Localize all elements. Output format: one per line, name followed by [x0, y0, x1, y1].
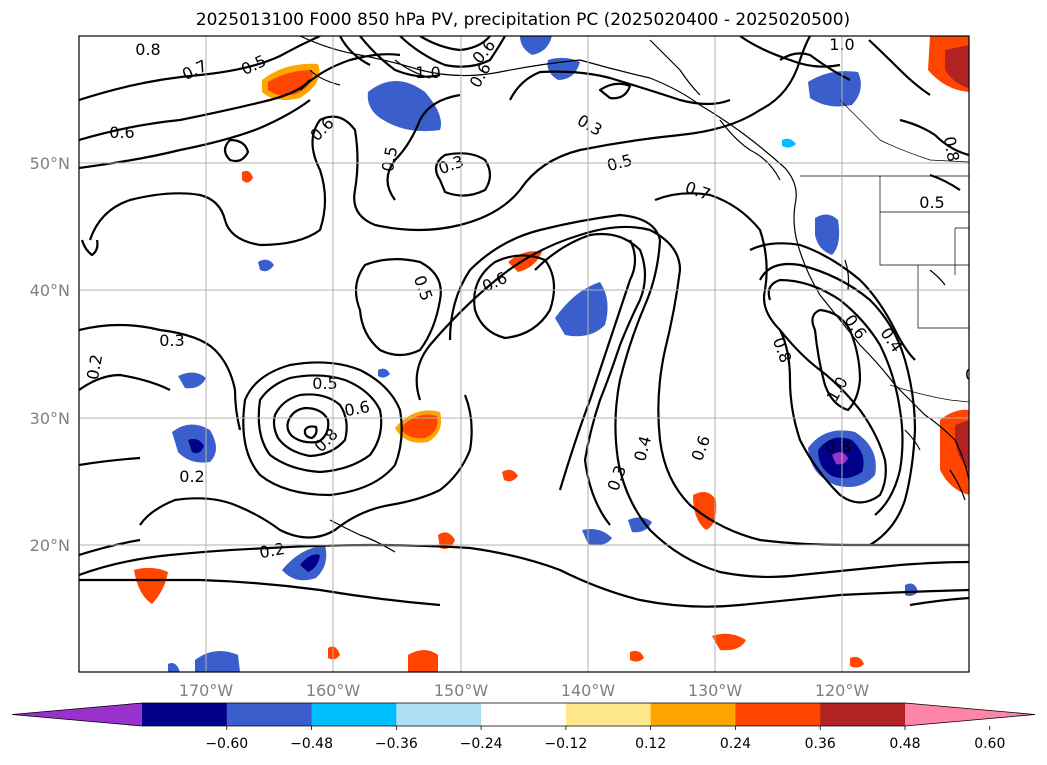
lon-label: 120°W — [815, 681, 870, 700]
colorbar-tick-label: −0.12 — [544, 736, 587, 752]
colorbar-segment — [820, 703, 906, 726]
pv-contours — [79, 36, 969, 608]
coastlines — [299, 36, 969, 553]
latitude-labels: 50°N 40°N 30°N 20°N — [30, 154, 70, 555]
colorbar-segment — [565, 703, 652, 726]
map-frame — [78, 35, 970, 673]
colorbar-segment — [311, 703, 397, 726]
lat-label: 50°N — [30, 154, 70, 173]
graticule — [79, 36, 969, 672]
map-title: 2025013100 F000 850 hPa PV, precipitatio… — [196, 10, 850, 30]
colorbar-outline — [11, 702, 1036, 727]
colorbar-tick-label: −0.24 — [460, 736, 503, 752]
contour-label: 0.6 — [343, 397, 371, 420]
lat-label: 40°N — [30, 281, 70, 300]
contour-label: 0.5 — [919, 193, 944, 212]
lon-label: 130°W — [688, 681, 743, 700]
colorbar-segment — [650, 703, 736, 726]
lat-label: 30°N — [30, 409, 70, 428]
contour-label: 0.2 — [179, 467, 204, 486]
contour-label: 0.5 — [378, 145, 401, 173]
contour-label: 1.0 — [415, 63, 440, 82]
contour-label: 0.6 — [965, 365, 990, 384]
contour-label: 0.3 — [159, 331, 184, 350]
colorbar-tick-label: 0.60 — [974, 736, 1005, 752]
contour-label: 0.2 — [83, 353, 106, 381]
precipitation-shading — [134, 36, 969, 672]
colorbar-tick-label: 0.24 — [720, 736, 751, 752]
colorbar-tick-label: 0.48 — [889, 736, 920, 752]
colorbar-tick-label: −0.36 — [375, 736, 418, 752]
colorbar-segment — [226, 703, 313, 726]
lon-label: 170°W — [179, 681, 234, 700]
colorbar-segment — [142, 703, 228, 726]
colorbar-tick-label: −0.48 — [290, 736, 333, 752]
lon-label: 150°W — [434, 681, 489, 700]
contour-label: 0.8 — [940, 135, 963, 163]
map-area: 0.8 0.7 0.5 0.6 0.6 0.6 1.0 0.6 1.0 0.8 … — [79, 36, 990, 672]
colorbar-extend-low — [12, 703, 142, 726]
lon-label: 140°W — [561, 681, 616, 700]
contour-label: 0.5 — [312, 374, 337, 393]
contour-label: 0.8 — [135, 40, 160, 59]
colorbar-segment — [735, 703, 821, 726]
contour-label: 0.8 — [825, 437, 850, 456]
colorbar-segment — [481, 703, 567, 726]
lat-label: 20°N — [30, 536, 70, 555]
colorbar-extend-high — [905, 703, 1035, 726]
colorbar-segment — [396, 703, 482, 726]
contour-label: 0.6 — [109, 123, 134, 142]
colorbar-tick-label: 0.12 — [635, 736, 666, 752]
colorbar: −0.60 −0.48 −0.36 −0.24 −0.12 0.12 0.24 0.36 0.4… — [11, 702, 1036, 752]
longitude-labels: 170°W 160°W 150°W 140°W 130°W 120°W — [179, 681, 870, 700]
lon-label: 160°W — [306, 681, 361, 700]
colorbar-tick-label: 0.36 — [805, 736, 836, 752]
colorbar-tick-label: −0.60 — [205, 736, 248, 752]
